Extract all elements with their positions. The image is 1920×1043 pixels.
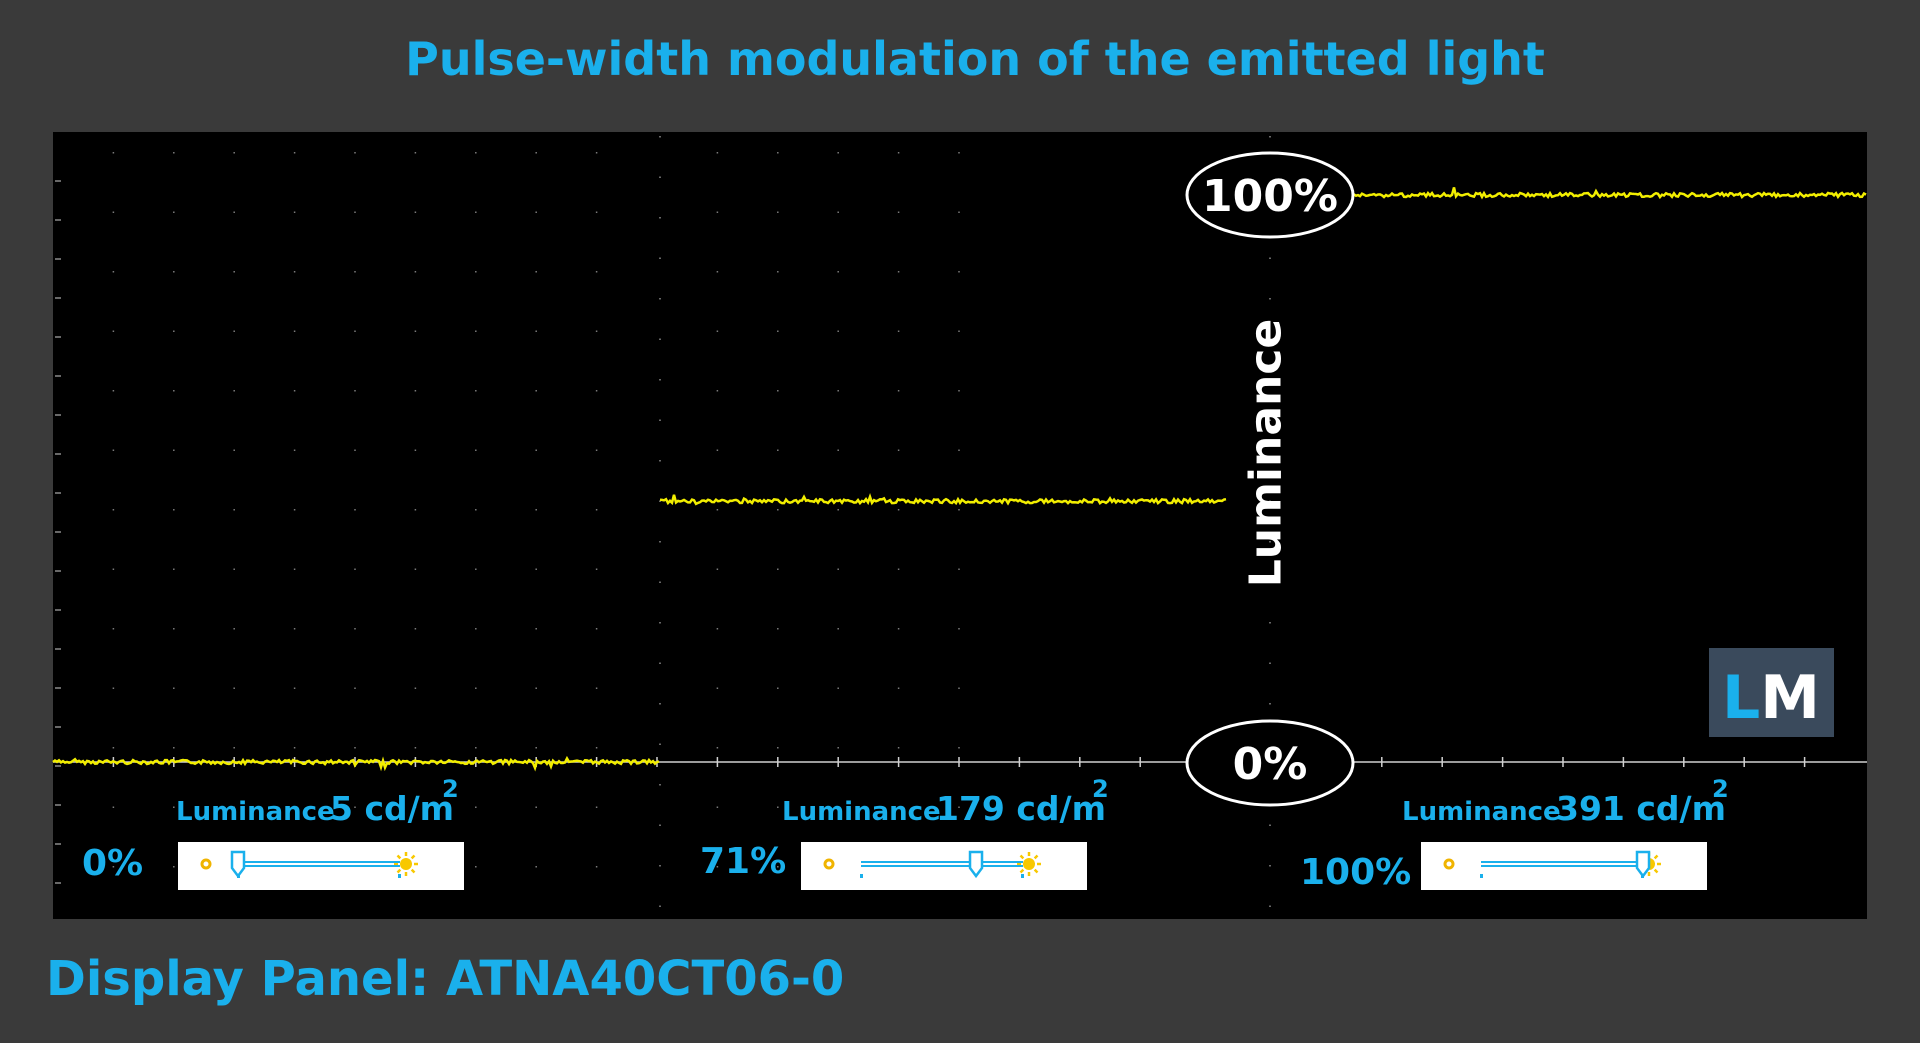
trace-series-0% <box>52 755 660 772</box>
slider-end <box>860 874 863 878</box>
brightness-label: 0% <box>82 843 143 884</box>
ref-ellipse-100 <box>1185 151 1355 239</box>
ref-label-0: 0% <box>1185 719 1355 807</box>
luminance-label: Luminance <box>782 797 941 827</box>
sun-ray <box>1653 854 1659 860</box>
sun-ray <box>1019 854 1025 860</box>
ref-text-100: 100% <box>1202 171 1338 222</box>
logo-letter: L <box>1722 663 1760 733</box>
segment-annotation-71: Luminance 179 cd/m 2 71% <box>700 775 1109 890</box>
logo-text: LM <box>1722 663 1820 733</box>
footer-label: Display Panel: ATNA40CT06-0 <box>46 951 844 1007</box>
bright-sun-icon <box>400 858 412 870</box>
logo-letter: M <box>1760 663 1820 733</box>
slider-thumb <box>1635 850 1651 879</box>
sun-ray <box>396 854 402 860</box>
slider-end <box>1021 874 1024 878</box>
luminance-label: Luminance <box>1402 797 1561 827</box>
y-axis-label: Luminance <box>1241 319 1292 588</box>
brightness-label: 100% <box>1300 852 1411 893</box>
unit-superscript: 2 <box>1092 775 1109 803</box>
sun-ray <box>410 868 416 874</box>
trace-layer <box>52 187 1867 772</box>
sun-ray <box>1033 868 1039 874</box>
sun-ray <box>1019 868 1025 874</box>
sun-ray <box>1653 868 1659 874</box>
brightness-label: 71% <box>700 841 786 882</box>
bright-sun-icon <box>1023 858 1035 870</box>
dim-sun-icon <box>823 858 835 870</box>
unit-superscript: 2 <box>442 775 459 803</box>
brightness-slider <box>178 842 464 890</box>
ref-text-0: 0% <box>1233 739 1308 790</box>
segment-annotation-100: Luminance 391 cd/m 2 100% <box>1300 775 1729 893</box>
luminance-value: 179 cd/m <box>936 789 1106 828</box>
lm-logo: LM <box>1709 648 1834 737</box>
unit-superscript: 2 <box>1712 775 1729 803</box>
trace-series-100% <box>1299 187 1867 204</box>
brightness-slider <box>1421 842 1707 890</box>
logo-background <box>1709 648 1834 737</box>
chart-title: Pulse-width modulation of the emitted li… <box>405 32 1545 86</box>
slider-thumb <box>968 850 984 879</box>
trace-series-71% <box>659 493 1227 506</box>
sun-ray <box>1033 854 1039 860</box>
slider-thumb <box>230 850 246 879</box>
slider-end <box>398 874 401 878</box>
dim-sun-icon <box>1443 858 1455 870</box>
slider-end <box>1480 874 1483 878</box>
brightness-slider <box>801 842 1087 890</box>
dim-sun-icon <box>200 858 212 870</box>
sun-ray <box>410 854 416 860</box>
plot-area <box>53 132 1867 919</box>
luminance-value: 391 cd/m <box>1556 789 1726 828</box>
ref-label-100: 100% <box>1185 151 1355 239</box>
sun-ray <box>396 868 402 874</box>
luminance-label: Luminance <box>176 797 335 827</box>
luminance-value: 5 cd/m <box>330 789 454 828</box>
segment-annotation-0: Luminance 5 cd/m 2 0% <box>82 775 464 890</box>
ref-ellipse-0 <box>1185 719 1355 807</box>
